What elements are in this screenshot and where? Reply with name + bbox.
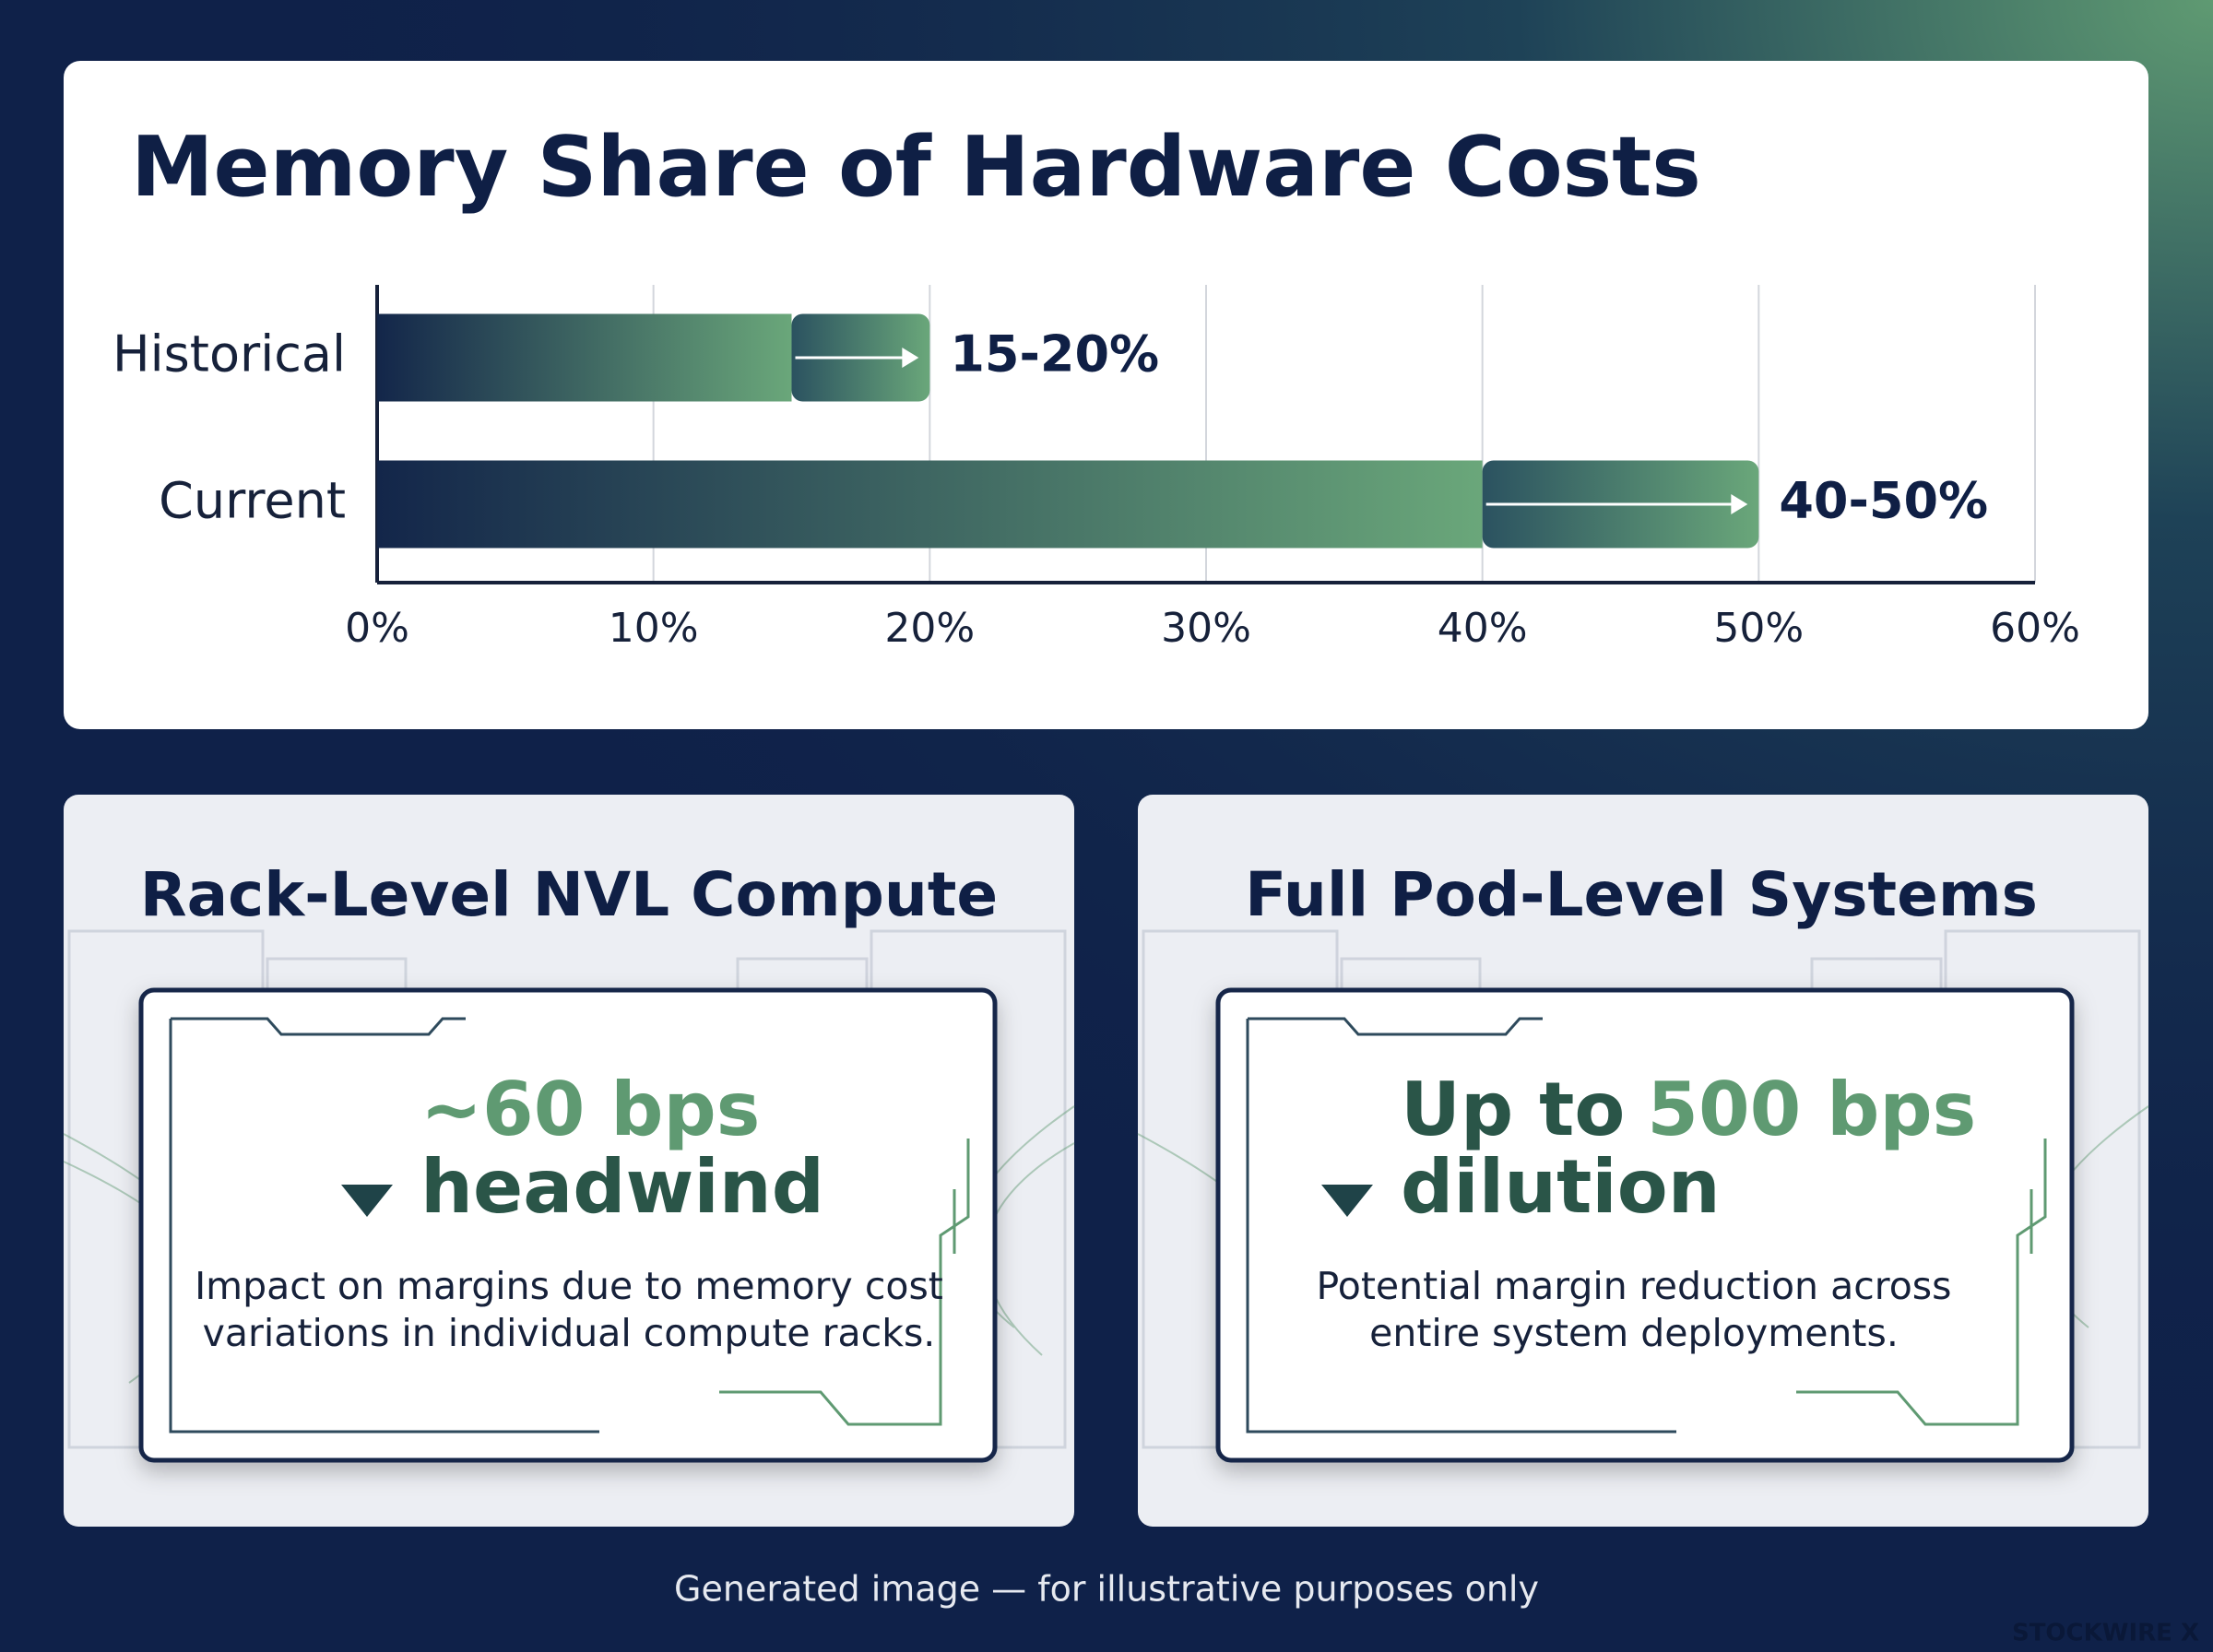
headline: ~60 bps: [420, 1067, 760, 1152]
card-title: Full Pod-Level Systems: [1245, 859, 2038, 930]
down-arrow-head: [341, 1185, 393, 1217]
bar: [377, 460, 1483, 549]
circuit-line: [1796, 1139, 2047, 1426]
circuit-line: [719, 1139, 970, 1426]
chart-card: [64, 61, 2148, 729]
x-tick-label: 60%: [1990, 605, 2080, 652]
headline-part: ~60 bps: [420, 1067, 760, 1152]
headline-part: headwind: [420, 1144, 824, 1230]
x-tick-label: 50%: [1713, 605, 1804, 652]
chart: 0% 10% 20% 30% 40% 50% 60% Historical 15-20% Curr…: [112, 285, 2080, 652]
cards: Rack-Level NVL Compute ~60 bps headwind …: [63, 795, 2149, 1527]
headline: Up to 500 bps: [1401, 1067, 1976, 1152]
value-label: 40-50%: [1779, 472, 1988, 530]
x-tick-label: 10%: [609, 605, 699, 652]
x-tick-label: 30%: [1161, 605, 1251, 652]
card-title: Rack-Level NVL Compute: [140, 859, 998, 930]
circuit-line: [1246, 1017, 1676, 1434]
headline: dilution: [1401, 1144, 1721, 1230]
headline-part: Up to: [1401, 1067, 1625, 1152]
card-panel: [138, 987, 998, 1463]
range-arrow-head: [1731, 494, 1748, 514]
y-tick-label: Current: [159, 472, 346, 530]
card-panel: [1215, 987, 2075, 1463]
y-tick-label: Historical: [112, 325, 346, 384]
card: Full Pod-Level Systems Up to 500 bps dilu…: [1137, 795, 2149, 1527]
description: Impact on margins due to memory cost: [195, 1264, 943, 1308]
description: entire system deployments.: [1369, 1311, 1899, 1355]
headline: headwind: [420, 1144, 824, 1230]
card: Rack-Level NVL Compute ~60 bps headwind …: [63, 795, 1075, 1527]
x-tick-label: 40%: [1438, 605, 1528, 652]
circuit-line: [169, 1017, 599, 1434]
headline-part: dilution: [1401, 1144, 1721, 1230]
chart-title: Memory Share of Hardware Costs: [131, 119, 1701, 216]
x-tick-label: 20%: [884, 605, 975, 652]
range-arrow-head: [902, 348, 919, 368]
footer: Generated image — for illustrative purpo…: [674, 1569, 1539, 1610]
description: Potential margin reduction across: [1316, 1264, 1951, 1308]
down-arrow-head: [1321, 1185, 1373, 1217]
description: variations in individual compute racks.: [203, 1311, 936, 1355]
x-tick-label: 0%: [345, 605, 409, 652]
watermark: STOCKWIRE X: [2012, 1620, 2199, 1647]
value-label: 15-20%: [950, 325, 1159, 384]
headline-part: 500 bps: [1647, 1067, 1976, 1152]
bar: [377, 313, 792, 402]
